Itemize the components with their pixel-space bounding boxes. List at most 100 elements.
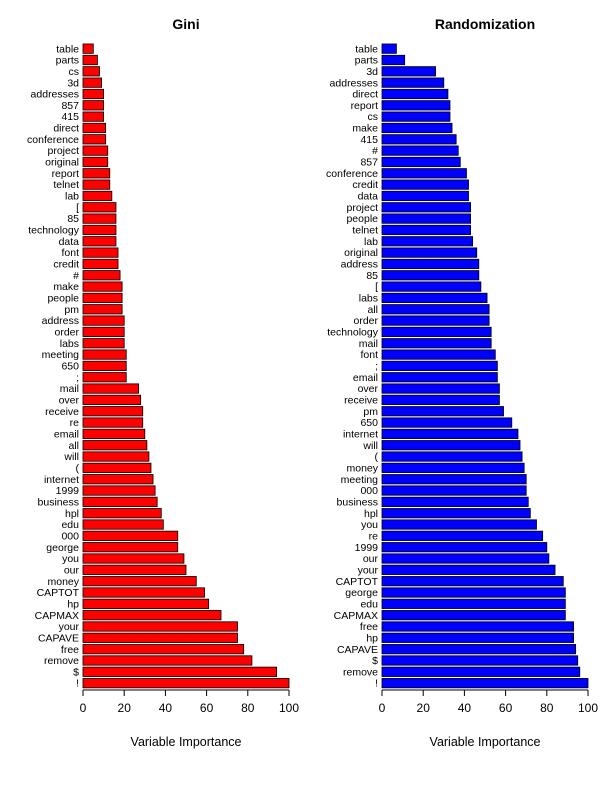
- randomization-bar: [381, 542, 548, 553]
- randomization-category-label: #: [372, 145, 378, 157]
- gini-category-label: CAPAVE: [38, 632, 79, 644]
- gini-bar: [82, 213, 117, 224]
- randomization-category-label: 1999: [355, 542, 379, 554]
- randomization-x-tick-label: 40: [458, 701, 472, 715]
- randomization-category-label: order: [353, 315, 378, 327]
- randomization-category-label: internet: [343, 428, 378, 440]
- gini-bar: [82, 88, 105, 100]
- randomization-bar: [381, 598, 566, 609]
- randomization-category-label: project: [346, 202, 378, 214]
- gini-bar: [82, 190, 113, 202]
- gini-category-label: CAPMAX: [35, 610, 79, 622]
- gini-bar: [82, 610, 222, 621]
- randomization-bar: [381, 326, 492, 338]
- randomization-bar: [381, 644, 577, 655]
- gini-category-label: project: [47, 145, 79, 157]
- gini-category-label: pm: [64, 304, 79, 316]
- randomization-category-label: mail: [359, 338, 378, 350]
- randomization-bar: [381, 610, 566, 621]
- gini-category-label: 85: [67, 213, 79, 225]
- gini-category-label: re: [70, 417, 79, 429]
- gini-category-label: cs: [69, 66, 80, 78]
- randomization-category-label: addresses: [330, 77, 378, 89]
- randomization-bar: [381, 168, 467, 179]
- gini-category-label: over: [59, 394, 80, 406]
- gini-bar: [82, 576, 197, 587]
- gini-bar: [82, 156, 109, 168]
- randomization-category-label: lab: [364, 236, 378, 248]
- gini-bar: [82, 372, 127, 383]
- randomization-bar: [381, 247, 478, 258]
- randomization-bar: [381, 496, 529, 507]
- randomization-category-label: 85: [366, 270, 378, 282]
- gini-category-label: receive: [45, 406, 79, 418]
- gini-category-label: original: [45, 157, 79, 169]
- randomization-bar: [381, 632, 574, 643]
- randomization-category-label: data: [358, 191, 379, 203]
- gini-category-label: #: [73, 270, 79, 282]
- gini-bar: [82, 383, 140, 394]
- randomization-category-label: money: [346, 462, 378, 474]
- randomization-x-tick-label: 100: [578, 701, 598, 715]
- randomization-bar: [381, 519, 537, 530]
- randomization-bar: [381, 190, 469, 202]
- gini-category-label: report: [52, 168, 80, 180]
- randomization-category-label: cs: [368, 111, 379, 123]
- gini-category-label: order: [54, 327, 79, 339]
- randomization-bar: [381, 508, 531, 519]
- gini-category-label: 415: [61, 111, 79, 123]
- randomization-bar: [381, 270, 480, 281]
- randomization-category-label: $: [372, 655, 378, 667]
- randomization-bar: [381, 406, 504, 417]
- randomization-bar: [381, 576, 564, 587]
- gini-bar: [82, 77, 102, 88]
- randomization-category-label: pm: [363, 406, 378, 418]
- randomization-category-label: george: [345, 587, 378, 599]
- randomization-bar: [381, 655, 579, 666]
- gini-bar: [82, 360, 127, 372]
- gini-bar: [82, 326, 125, 338]
- gini-category-label: edu: [61, 519, 79, 531]
- randomization-category-label: receive: [344, 394, 378, 406]
- gini-x-tick-label: 20: [118, 701, 132, 715]
- randomization-bar: [381, 304, 490, 315]
- randomization-bar: [381, 349, 496, 360]
- gini-x-tick-label: 40: [159, 701, 173, 715]
- gini-bar: [82, 168, 111, 179]
- gini-bar: [82, 258, 119, 270]
- gini-category-label: people: [47, 293, 79, 305]
- gini-bar: [82, 349, 127, 360]
- gini-category-label: font: [61, 247, 79, 259]
- randomization-category-label: remove: [343, 666, 378, 678]
- randomization-category-label: 3d: [366, 66, 378, 78]
- randomization-x-axis-title: Variable Importance: [430, 735, 541, 749]
- gini-bar: [82, 530, 179, 541]
- gini-category-label: $: [73, 666, 79, 678]
- randomization-category-label: labs: [359, 293, 378, 305]
- gini-title: Gini: [172, 16, 199, 32]
- gini-bar: [82, 100, 105, 111]
- gini-category-label: address: [42, 315, 79, 327]
- gini-x-tick-label: 60: [200, 701, 214, 715]
- randomization-category-label: (: [375, 451, 379, 463]
- gini-category-label: free: [61, 644, 79, 656]
- gini-bar: [82, 179, 111, 190]
- gini-category-label: remove: [44, 655, 79, 667]
- randomization-bar: [381, 587, 566, 598]
- randomization-category-label: address: [341, 259, 378, 271]
- randomization-category-label: free: [360, 621, 378, 633]
- randomization-bar: [381, 202, 471, 213]
- gini-category-label: you: [62, 553, 79, 565]
- gini-category-label: 857: [61, 100, 79, 112]
- gini-category-label: labs: [60, 338, 79, 350]
- randomization-x-tick-label: 0: [379, 701, 386, 715]
- randomization-x-tick-label: 80: [540, 701, 554, 715]
- gini-category-label: addresses: [31, 89, 79, 101]
- gini-bar: [82, 281, 123, 292]
- gini-bar: [82, 236, 117, 247]
- gini-category-label: 1999: [56, 485, 80, 497]
- randomization-bar: [381, 258, 480, 270]
- gini-category-label: direct: [53, 123, 79, 135]
- gini-category-label: parts: [56, 55, 79, 67]
